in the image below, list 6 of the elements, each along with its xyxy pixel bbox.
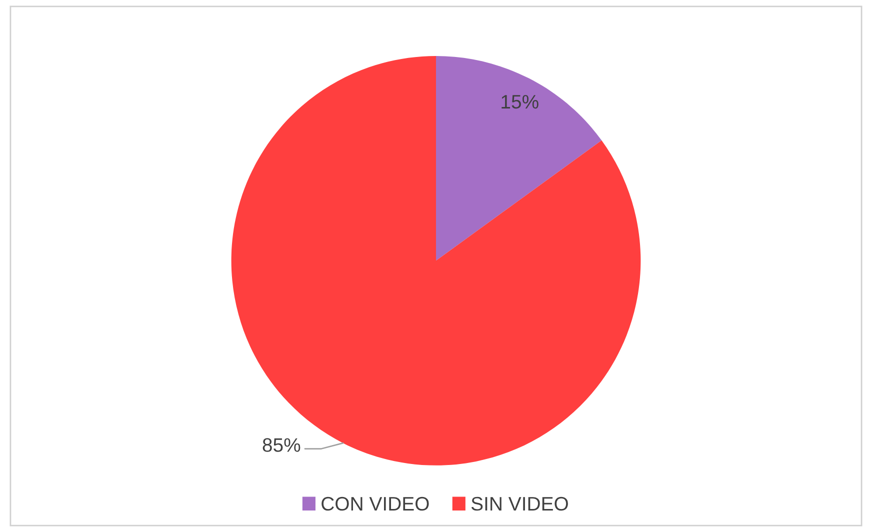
- legend-label: CON VIDEO: [322, 496, 429, 511]
- pie-slice: [231, 56, 641, 466]
- pie-slice: [436, 56, 602, 261]
- data-label: 15%: [502, 94, 538, 109]
- data-label: 85%: [262, 438, 300, 452]
- legend-label: SIN VIDEO: [471, 496, 568, 511]
